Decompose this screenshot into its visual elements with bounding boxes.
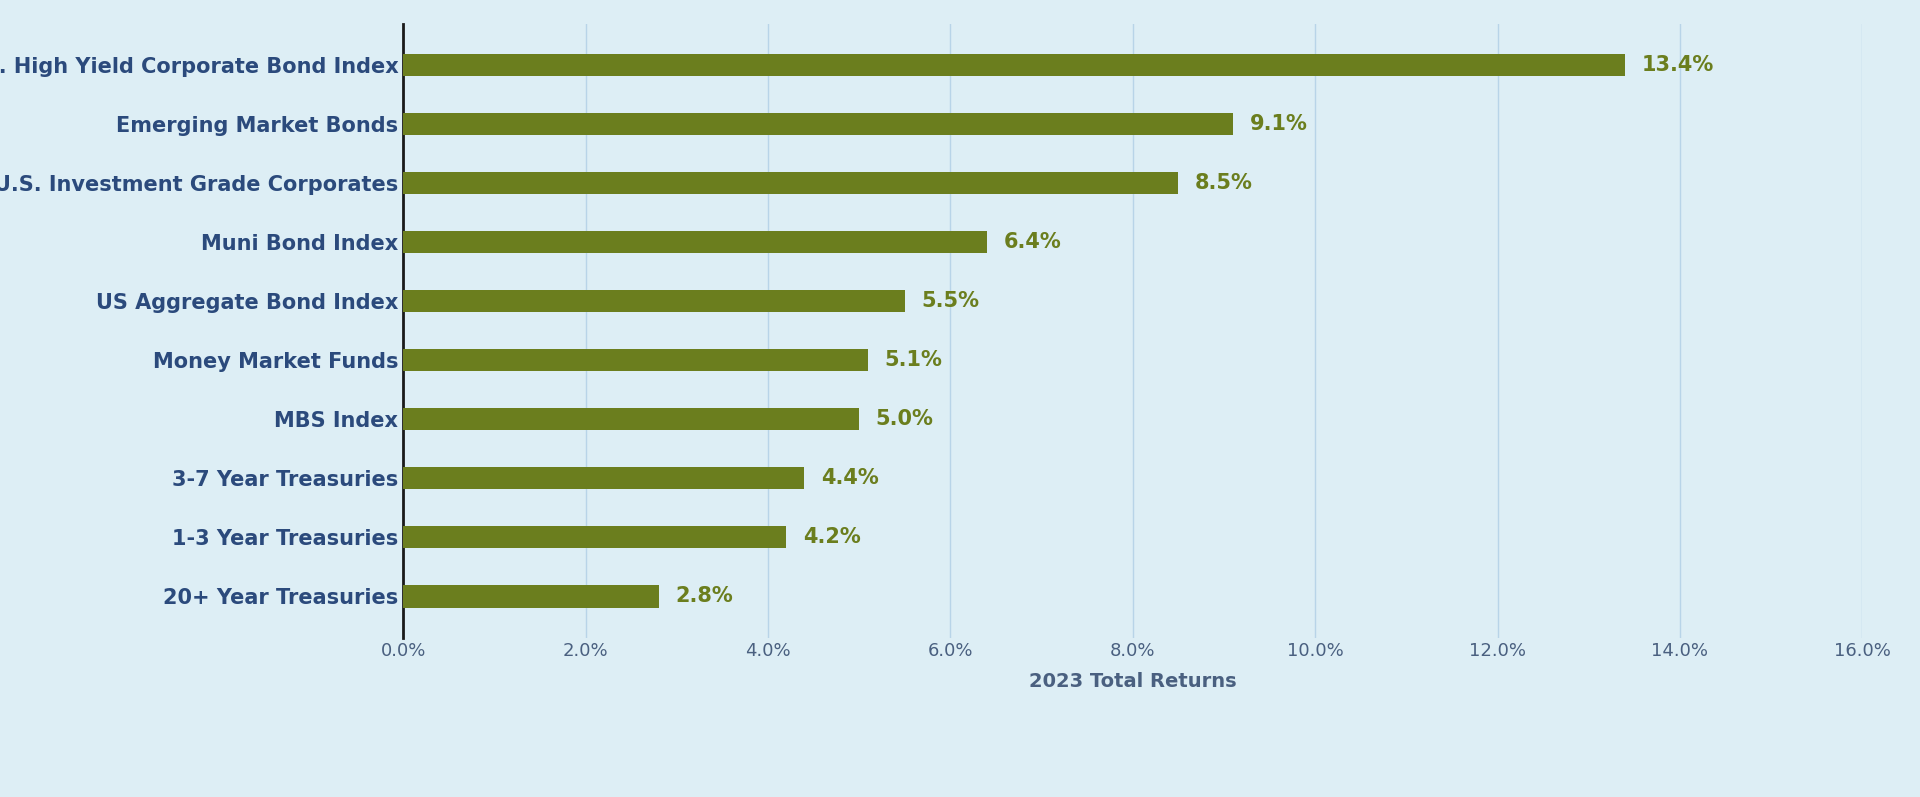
Bar: [403, 54, 1624, 77]
Text: 8.5%: 8.5%: [1194, 173, 1252, 193]
Bar: [403, 349, 868, 371]
X-axis label: 2023 Total Returns: 2023 Total Returns: [1029, 672, 1236, 690]
Bar: [403, 231, 987, 253]
Text: 6.4%: 6.4%: [1004, 232, 1062, 252]
Text: 5.5%: 5.5%: [922, 291, 979, 312]
Bar: [403, 526, 787, 548]
Bar: [403, 113, 1233, 135]
Text: 9.1%: 9.1%: [1250, 114, 1308, 134]
Text: 2.8%: 2.8%: [676, 587, 733, 607]
Text: 5.1%: 5.1%: [885, 350, 943, 371]
Text: 4.4%: 4.4%: [822, 469, 879, 489]
Bar: [403, 290, 904, 312]
Text: 13.4%: 13.4%: [1642, 55, 1715, 75]
Bar: [403, 408, 858, 430]
Bar: [403, 467, 804, 489]
Bar: [403, 172, 1179, 194]
Bar: [403, 585, 659, 607]
Text: 5.0%: 5.0%: [876, 410, 933, 430]
Text: 4.2%: 4.2%: [803, 528, 860, 548]
